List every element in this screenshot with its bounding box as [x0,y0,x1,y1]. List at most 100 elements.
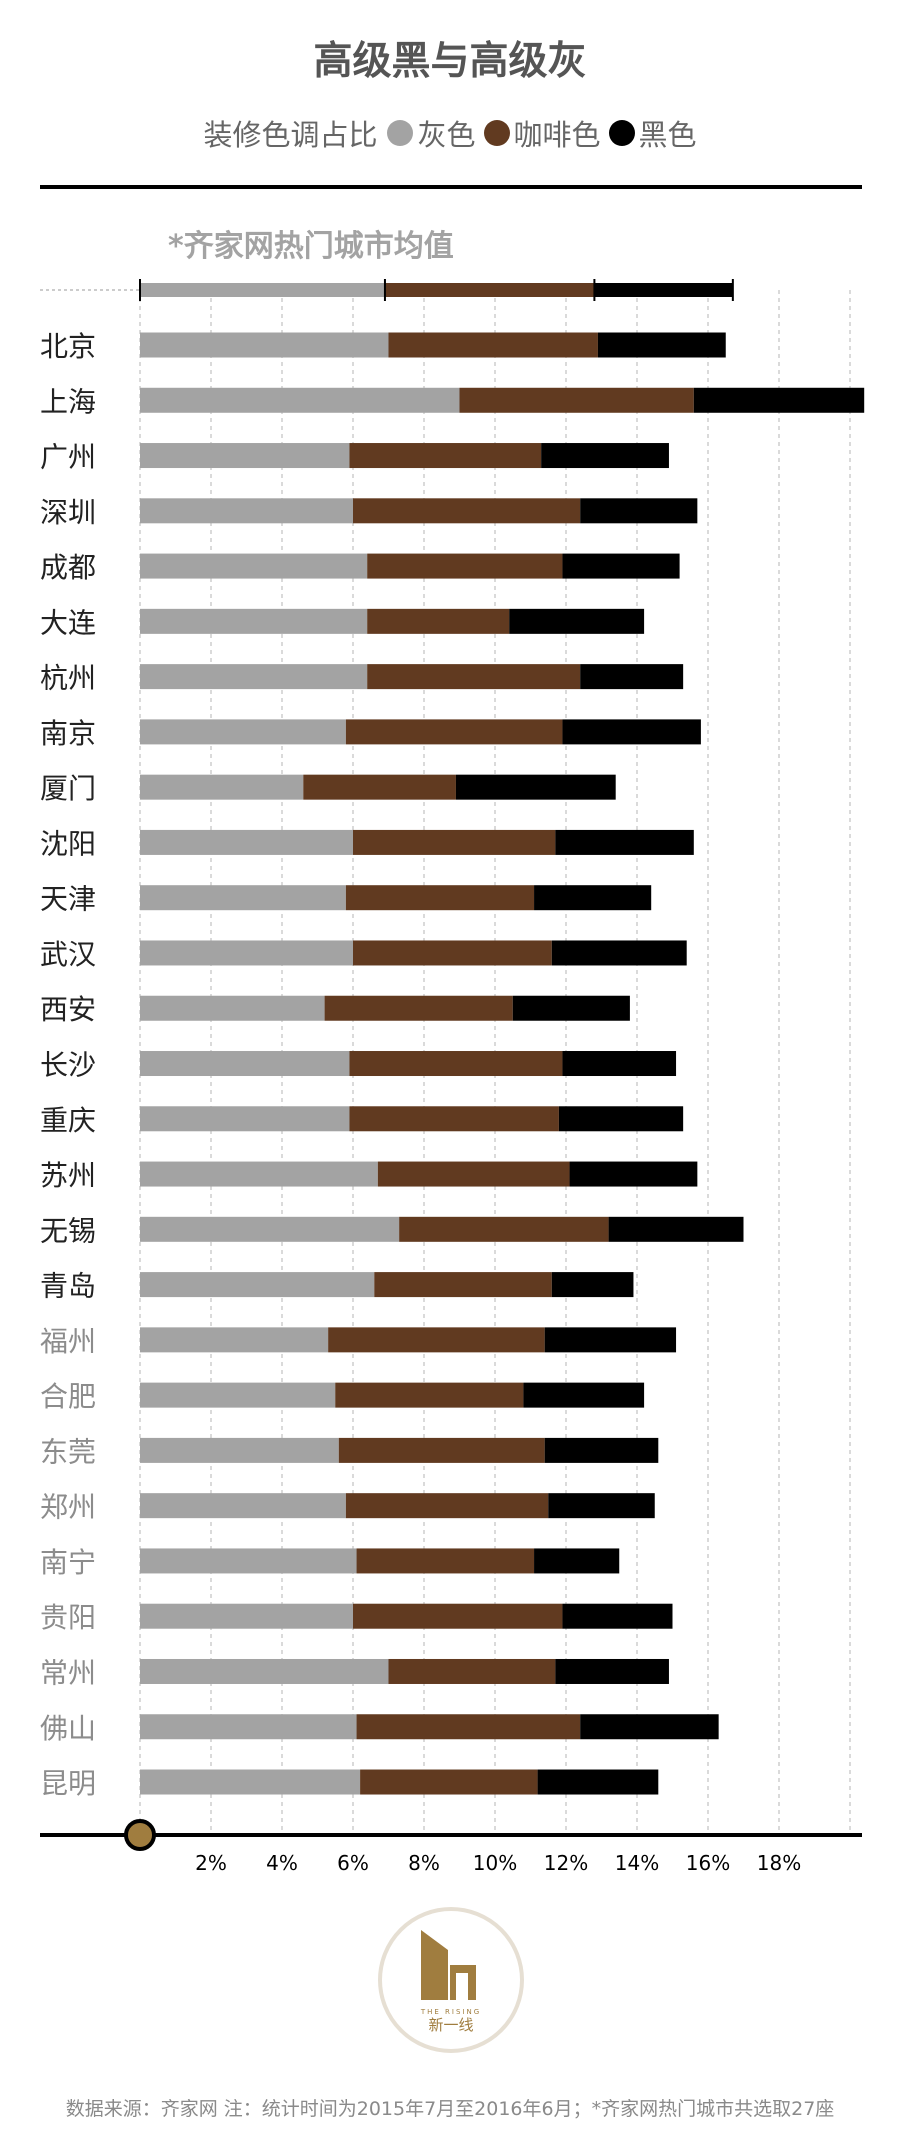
bar-segment-black [562,553,680,579]
bar-segment-brown [345,719,563,745]
bar-segment-black [551,1272,634,1298]
bar-segment-black [523,1382,645,1408]
bar-segment-gray [140,1714,357,1740]
category-label: 贵阳 [40,1601,96,1634]
bar-segment-brown [356,1714,581,1740]
category-label: 东莞 [40,1435,96,1468]
origin-marker [124,1819,156,1851]
logo-text: 新一线 [428,2016,473,2034]
bar-segment-black [537,1769,659,1795]
bar-segment-brown [388,1658,556,1684]
bar-segment-gray [140,498,353,524]
category-label: 天津 [40,883,96,916]
bar-segment-gray [140,1769,361,1795]
bar-segment-gray [140,1437,339,1463]
bar-segment-brown [367,553,563,579]
bar-segment-brown [356,1548,535,1574]
bar-segment-black [580,664,684,690]
chart-title: 高级黑与高级灰 [313,39,587,84]
bar-segment-black [562,1051,677,1077]
legend-label-black: 黑色 [638,118,697,152]
bar-segment-black [512,995,630,1021]
bar-segment-black [558,1106,684,1132]
bar-segment-black [562,1603,673,1629]
bar-segment-gray [140,995,325,1021]
bar-segment-black [555,829,694,855]
bar-segment-gray [140,332,389,358]
bar-segment-brown [349,1051,563,1077]
bar-segment-brown [353,940,552,966]
category-label: 长沙 [40,1049,96,1082]
category-label: 南宁 [40,1546,96,1579]
bar-segment-brown [324,995,513,1021]
stacked-bar-chart: *齐家网热门城市均值北京上海广州深圳成都大连杭州南京厦门沈阳天津武汉西安长沙重庆… [40,185,865,1875]
bar-segment-gray [140,664,368,690]
bar-segment-brown [335,1382,524,1408]
category-label: 青岛 [40,1270,96,1303]
bar-segment-gray [140,1493,346,1519]
bar-segment-black [562,719,701,745]
x-tick-label: 6% [337,1851,369,1875]
category-label: 厦门 [40,772,96,805]
bar-segment-brown [328,1327,545,1353]
category-label: 杭州 [40,662,96,695]
category-label: 合肥 [40,1380,96,1413]
bar-segment-brown [303,774,456,800]
category-label: 广州 [40,441,96,474]
category-label: 沈阳 [40,827,96,860]
category-label: 郑州 [40,1491,96,1524]
bar-segment-gray [140,1382,336,1408]
category-label: 苏州 [40,1159,96,1192]
category-label: 上海 [40,385,96,418]
bar-segment-black [597,332,726,358]
bar-segment-black [608,1216,744,1242]
category-label: 重庆 [40,1104,96,1137]
bar-segment-gray [140,553,368,579]
bar-segment-gray [140,608,368,634]
legend-item-black: 黑色 [601,112,697,154]
bar-segment-black [534,1548,620,1574]
bar-segment-brown [367,664,581,690]
bar-segment-gray [140,1051,350,1077]
bar-segment-black [534,885,652,911]
legend-swatch-gray [387,120,414,146]
legend-title: 装修色调占比 [203,118,378,152]
average-label: *齐家网热门城市均值 [168,229,454,264]
legend-swatch-brown [483,120,510,146]
bar-segment-brown [377,1161,570,1187]
legend: 装修色调占比 灰色 咖啡色 黑色 [0,112,900,154]
footnote: 数据来源：齐家网 注：统计时间为2015年7月至2016年6月；*齐家网热门城市… [65,2098,835,2120]
category-label: 武汉 [40,938,96,971]
bar-segment-brown [388,332,598,358]
bar-segment-gray [140,1548,357,1574]
average-bar-brown [384,283,595,297]
bar-segment-brown [349,443,542,469]
bar-segment-brown [345,1493,549,1519]
category-label: 大连 [40,606,96,639]
logo-icon: THE RISING 新一线 [378,1907,524,2053]
bar-segment-brown [353,498,581,524]
bar-segment-black [693,387,865,413]
category-label: 成都 [40,551,96,584]
bar-segment-black [580,498,698,524]
bar-segment-gray [140,1658,389,1684]
x-tick-label: 4% [266,1851,298,1875]
legend-item-gray: 灰色 [379,112,476,154]
bar-segment-gray [140,443,350,469]
bar-segment-brown [353,829,556,855]
bar-segment-gray [140,774,304,800]
x-tick-label: 14% [615,1851,659,1875]
bar-segment-brown [360,1769,538,1795]
category-label: 西安 [40,993,96,1026]
category-label: 无锡 [40,1214,96,1247]
category-label: 南京 [40,717,96,750]
legend-swatch-black [608,120,635,146]
bar-segment-black [548,1493,655,1519]
logo-mark-door [456,1973,468,2000]
average-bar-black [594,283,733,297]
x-tick-label: 18% [757,1851,801,1875]
bar-segment-gray [140,1603,353,1629]
x-tick-label: 16% [686,1851,730,1875]
bar-segment-black [580,1714,719,1740]
bar-segment-black [541,443,669,469]
